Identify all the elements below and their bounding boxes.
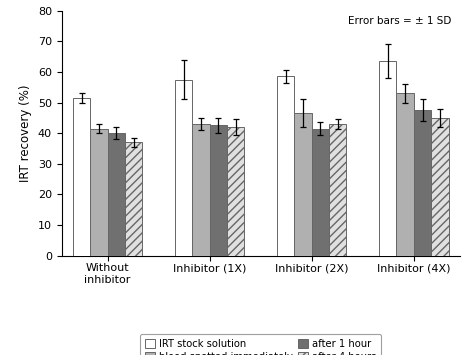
Bar	[329, 124, 346, 256]
Y-axis label: IRT recovery (%): IRT recovery (%)	[19, 84, 32, 182]
Bar	[175, 80, 192, 256]
Bar	[396, 93, 414, 256]
Bar	[125, 142, 142, 256]
Bar	[431, 118, 448, 256]
Text: Error bars = ± 1 SD: Error bars = ± 1 SD	[348, 16, 452, 26]
Bar	[294, 113, 312, 256]
Legend: IRT stock solution, blood spotted immediately, after 1 hour, after 4 hours: IRT stock solution, blood spotted immedi…	[140, 334, 381, 355]
Bar	[312, 129, 329, 256]
Bar	[379, 61, 396, 256]
Bar	[73, 98, 90, 256]
Bar	[90, 129, 108, 256]
Bar	[227, 127, 245, 256]
Bar	[192, 124, 210, 256]
Bar	[108, 133, 125, 256]
Bar	[210, 125, 227, 256]
Bar	[277, 76, 294, 256]
Bar	[414, 110, 431, 256]
